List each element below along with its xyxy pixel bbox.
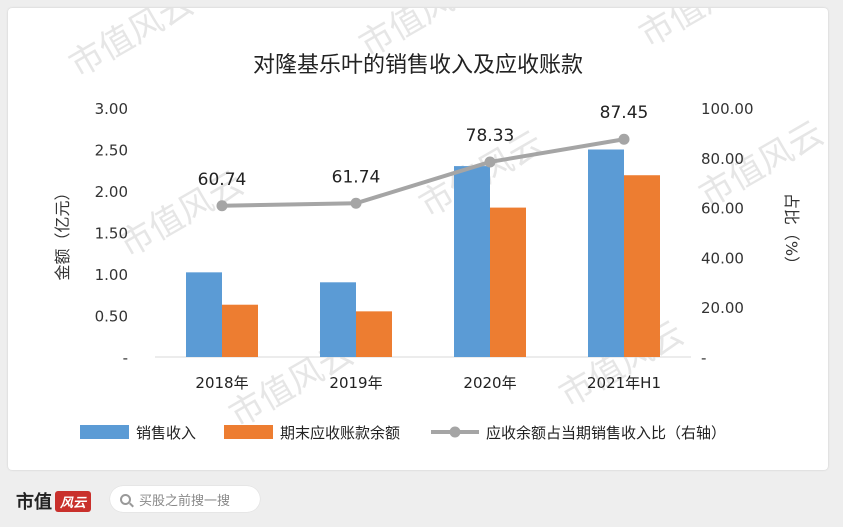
bar-销售收入	[588, 149, 624, 357]
chart-title: 对隆基乐叶的销售收入及应收账款	[253, 53, 583, 78]
x-tick-label: 2018年	[195, 374, 248, 392]
x-tick-label: 2019年	[329, 374, 382, 392]
y2-tick-label: 60.00	[701, 200, 744, 218]
line-point	[618, 133, 630, 145]
bar-期末应收账款余额	[490, 207, 526, 357]
data-label: 87.45	[600, 103, 649, 123]
bar-销售收入	[186, 272, 222, 357]
y2-tick-label: 100.00	[701, 100, 754, 118]
x-tick-label: 2020年	[463, 374, 516, 392]
y-tick-label: 2.50	[95, 142, 128, 160]
legend-marker-ratio	[449, 426, 461, 438]
y-tick-label: 1.50	[95, 225, 128, 243]
bar-期末应收账款余额	[624, 175, 660, 357]
search-icon	[120, 493, 131, 505]
y-tick-label: 2.00	[95, 183, 128, 201]
line-series	[221, 137, 625, 208]
legend-label: 期末应收账款余额	[280, 424, 400, 442]
brand-seal: 风云	[55, 490, 92, 512]
legend-label: 应收余额占当期销售收入比（右轴）	[486, 424, 726, 442]
brand-text: 市值	[16, 492, 52, 513]
search-box[interactable]: 买股之前搜一搜	[110, 486, 260, 512]
bar-销售收入	[454, 166, 490, 357]
data-label: 61.74	[332, 167, 381, 187]
y-tick-label: 3.00	[95, 100, 128, 118]
watermark-text: 市值风云	[633, 8, 771, 56]
footer-bar: 市值 风云 买股之前搜一搜	[0, 476, 843, 527]
bar-销售收入	[320, 282, 356, 357]
data-label: 78.33	[466, 126, 515, 146]
line-point	[484, 156, 496, 168]
y-tick-label: 0.50	[95, 308, 128, 326]
search-placeholder: 买股之前搜一搜	[139, 493, 231, 509]
x-tick-label: 2021年H1	[587, 374, 661, 392]
brand-logo: 市值 风云	[16, 488, 92, 514]
bar-期末应收账款余额	[356, 311, 392, 357]
y2-tick-label: 20.00	[701, 299, 744, 317]
watermark-text: 市值风云	[63, 8, 201, 86]
line-point	[216, 200, 228, 212]
legend-swatch-receivables	[224, 425, 273, 439]
y2-tick-label: -	[701, 349, 706, 367]
y-tick-label: -	[123, 349, 128, 367]
y-axis-title: 金额（亿元）	[53, 184, 72, 280]
bar-期末应收账款余额	[222, 304, 258, 357]
chart: 市值风云市值风云市值风云市值风云市值风云市值风云市值风云市值风云对隆基乐叶的销售…	[53, 8, 828, 442]
y2-tick-label: 40.00	[701, 249, 744, 267]
y2-axis-title: 占比（%）	[782, 193, 801, 272]
y2-tick-label: 80.00	[701, 150, 744, 168]
legend-swatch-sales	[80, 425, 129, 439]
chart-card: 市值风云市值风云市值风云市值风云市值风云市值风云市值风云市值风云对隆基乐叶的销售…	[8, 8, 828, 470]
data-label: 60.74	[198, 170, 247, 190]
legend-label: 销售收入	[136, 424, 196, 442]
y-tick-label: 1.00	[95, 266, 128, 284]
line-point	[350, 197, 362, 209]
